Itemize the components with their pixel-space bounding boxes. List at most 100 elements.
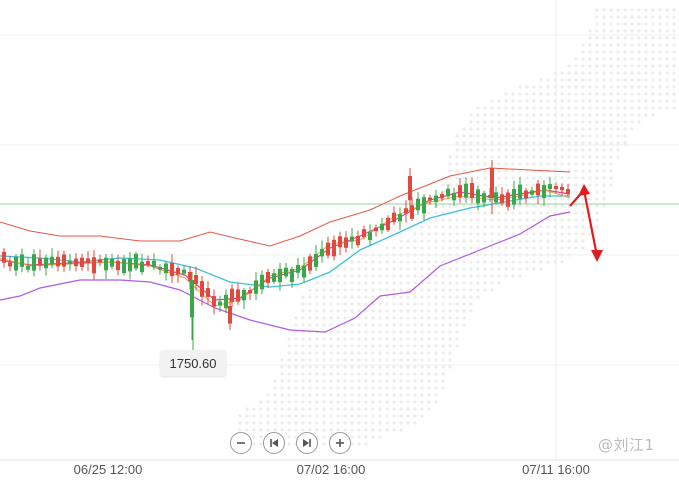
map-dot [469, 281, 473, 285]
candle [38, 258, 42, 266]
map-dot [469, 120, 473, 124]
map-dot [588, 50, 592, 54]
map-dot [665, 78, 669, 82]
map-dot [371, 323, 375, 327]
step-forward-button[interactable] [296, 432, 318, 454]
map-dot [434, 274, 438, 278]
map-dot [665, 22, 669, 26]
map-dot [546, 113, 550, 117]
step-back-button[interactable] [263, 432, 285, 454]
map-dot [483, 225, 487, 229]
map-dot [420, 379, 424, 383]
map-dot [616, 50, 620, 54]
map-dot [406, 351, 410, 355]
map-dot [665, 71, 669, 75]
map-dot [413, 281, 417, 285]
map-dot [609, 15, 613, 19]
map-dot [329, 351, 333, 355]
map-dot [315, 393, 319, 397]
map-dot [336, 400, 340, 404]
map-dot [455, 295, 459, 299]
map-dot [595, 176, 599, 180]
map-dot [441, 267, 445, 271]
map-dot [434, 309, 438, 313]
map-dot [602, 190, 606, 194]
map-dot [364, 365, 368, 369]
map-dot [602, 162, 606, 166]
map-dot [609, 8, 613, 12]
map-dot [434, 337, 438, 341]
map-dot [434, 358, 438, 362]
map-dot [616, 22, 620, 26]
candle [446, 188, 450, 197]
candle [490, 168, 494, 198]
map-dot [434, 239, 438, 243]
map-dot [371, 386, 375, 390]
map-dot [301, 302, 305, 306]
map-dot [420, 316, 424, 320]
map-dot [595, 204, 599, 208]
map-dot [399, 407, 403, 411]
map-dot [329, 302, 333, 306]
map-dot [539, 204, 543, 208]
map-dot [322, 337, 326, 341]
map-dot [329, 358, 333, 362]
map-dot [364, 407, 368, 411]
map-dot [616, 29, 620, 33]
map-dot [280, 407, 284, 411]
map-dot [399, 421, 403, 425]
candle [26, 265, 30, 270]
map-dot [602, 197, 606, 201]
map-dot [476, 183, 480, 187]
candle [314, 253, 318, 268]
map-dot [658, 64, 662, 68]
map-dot [315, 344, 319, 348]
map-dot [483, 134, 487, 138]
map-dot [511, 246, 515, 250]
map-dot [413, 246, 417, 250]
map-dot [616, 148, 620, 152]
candle [248, 290, 252, 294]
map-dot [497, 218, 501, 222]
zoom-out-button[interactable] [230, 432, 252, 454]
map-dot [420, 414, 424, 418]
candle [320, 248, 324, 257]
map-dot [532, 204, 536, 208]
map-dot [532, 85, 536, 89]
map-dot [371, 393, 375, 397]
candle [266, 271, 270, 283]
map-dot [476, 239, 480, 243]
map-dot [588, 57, 592, 61]
map-dot [469, 288, 473, 292]
map-dot [329, 281, 333, 285]
map-dot [518, 120, 522, 124]
map-dot [476, 232, 480, 236]
map-dot [364, 323, 368, 327]
map-dot [609, 155, 613, 159]
map-dot [476, 225, 480, 229]
zoom-in-button[interactable] [329, 432, 351, 454]
candle [272, 273, 276, 282]
map-dot [518, 204, 522, 208]
map-dot [567, 225, 571, 229]
map-dot [455, 225, 459, 229]
map-dot [413, 358, 417, 362]
map-dot [371, 274, 375, 278]
map-dot [588, 232, 592, 236]
map-dot [252, 428, 256, 432]
map-dot [637, 43, 641, 47]
map-dot [588, 120, 592, 124]
map-dot [546, 85, 550, 89]
map-dot [672, 64, 676, 68]
map-dot [511, 99, 515, 103]
candle [164, 263, 168, 274]
map-dot [455, 330, 459, 334]
map-dot [651, 78, 655, 82]
candle [128, 258, 132, 272]
map-dot [469, 246, 473, 250]
map-dot [329, 400, 333, 404]
map-dot [651, 71, 655, 75]
x-tick-label: 07/02 16:00 [297, 462, 366, 477]
map-dot [504, 274, 508, 278]
